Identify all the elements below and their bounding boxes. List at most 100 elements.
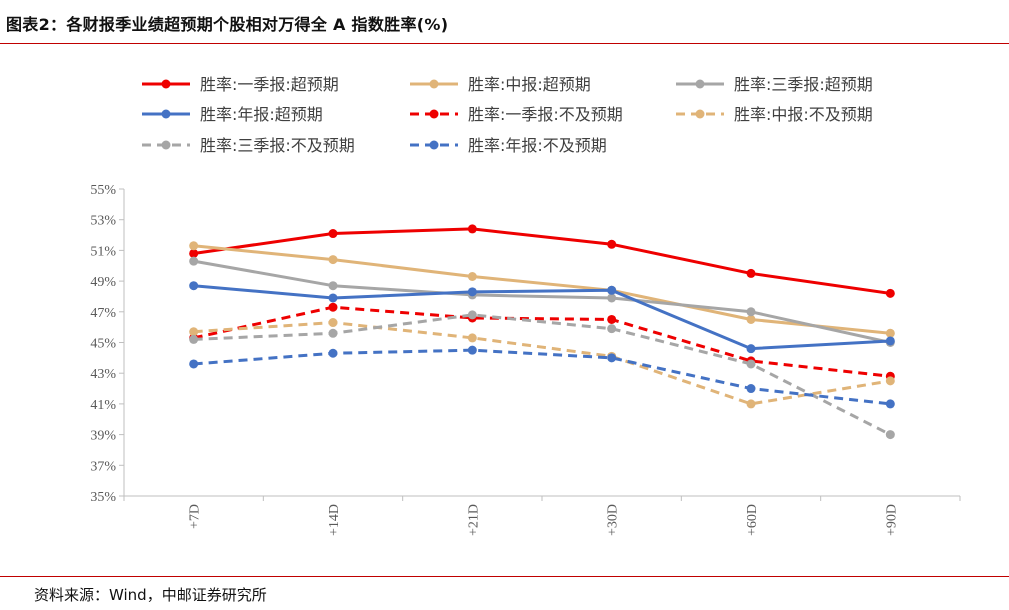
data-point [189, 334, 199, 344]
y-tick-label: 49% [90, 275, 116, 290]
legend-item: 胜率:年报:不及预期 [410, 136, 607, 155]
data-point [189, 359, 199, 369]
series-path [192, 284, 892, 351]
series-line [189, 241, 895, 338]
series-line [189, 256, 895, 347]
data-point [467, 271, 477, 281]
legend-label: 胜率:中报:不及预期 [734, 105, 873, 124]
data-point [885, 399, 895, 409]
data-point [328, 302, 338, 312]
legend-swatch-marker [695, 109, 705, 119]
y-tick-label: 53% [90, 214, 116, 229]
data-point [328, 318, 338, 328]
legend-label: 胜率:一季报:超预期 [200, 75, 339, 94]
data-point [328, 328, 338, 338]
data-point [885, 430, 895, 440]
data-point [607, 285, 617, 295]
legend-swatch-marker [161, 140, 171, 150]
data-point [885, 288, 895, 298]
y-tick-label: 37% [90, 459, 116, 474]
legend-label: 胜率:一季报:不及预期 [468, 105, 623, 124]
legend-label: 胜率:年报:不及预期 [468, 136, 607, 155]
data-point [467, 287, 477, 297]
series-path [193, 313, 892, 436]
series-line [189, 345, 895, 409]
series-path [193, 321, 891, 406]
x-tick-label: +14D [327, 504, 342, 536]
source-note: 资料来源：Wind，中邮证券研究所 [34, 586, 267, 604]
title-divider [0, 43, 1009, 44]
data-point [328, 293, 338, 303]
series-path [192, 259, 892, 344]
data-point [467, 224, 477, 234]
legend-item: 胜率:年报:超预期 [142, 105, 323, 124]
data-point [328, 229, 338, 239]
y-tick-label: 43% [90, 367, 116, 382]
figure-title: 图表2：各财报季业绩超预期个股相对万得全 A 指数胜率(%) [6, 15, 449, 34]
data-point [746, 399, 756, 409]
data-point [189, 241, 199, 251]
series-path [193, 348, 891, 406]
y-tick-label: 55% [90, 183, 116, 198]
legend-item: 胜率:一季报:超预期 [142, 75, 339, 94]
data-point [189, 248, 199, 258]
chart-axes: 35% 37% 39% 41% 43% 45% 47% 49% 51% 53% 55% +7D +14D… [90, 183, 961, 536]
legend-label: 胜率:中报:超预期 [468, 75, 591, 94]
y-tick-label: 39% [90, 429, 116, 444]
legend-label: 胜率:年报:超预期 [200, 105, 323, 124]
data-point [189, 327, 199, 337]
series-line [189, 281, 895, 354]
series-line [189, 318, 895, 409]
series-path [193, 305, 891, 378]
series-line [189, 224, 895, 298]
data-point [607, 239, 617, 249]
legend-item: 胜率:三季报:超预期 [676, 75, 873, 94]
data-point [328, 348, 338, 358]
data-point [746, 384, 756, 394]
data-point [885, 376, 895, 386]
x-tick-label: +60D [745, 504, 760, 536]
data-point [328, 255, 338, 265]
series-line [189, 302, 895, 381]
y-tick-label: 51% [90, 244, 116, 259]
data-point [467, 345, 477, 355]
data-point [467, 333, 477, 343]
series-line [189, 310, 895, 440]
data-point [607, 314, 617, 324]
chart-series [189, 224, 895, 440]
data-point [746, 314, 756, 324]
data-point [607, 293, 617, 303]
data-point [607, 353, 617, 363]
legend-swatch-marker [429, 140, 439, 150]
data-point [746, 307, 756, 317]
legend-item: 胜率:三季报:不及预期 [142, 136, 355, 155]
data-point [467, 310, 477, 320]
series-path [192, 244, 892, 335]
legend-label: 胜率:三季报:不及预期 [200, 136, 355, 155]
y-tick-label: 45% [90, 337, 116, 352]
data-point [189, 256, 199, 266]
legend-item: 胜率:中报:不及预期 [676, 105, 873, 124]
legend-item: 胜率:中报:超预期 [410, 75, 591, 94]
legend-label: 胜率:三季报:超预期 [734, 75, 873, 94]
x-tick-label: +90D [884, 504, 899, 536]
data-point [885, 336, 895, 346]
data-point [746, 344, 756, 354]
legend-swatch-marker [429, 109, 439, 119]
series-path [192, 227, 892, 295]
source-divider [0, 576, 1009, 577]
x-tick-label: +30D [606, 504, 621, 536]
x-tick-label: +21D [466, 504, 481, 536]
legend-swatch-marker [695, 79, 705, 89]
legend-swatch-marker [161, 109, 171, 119]
legend-item: 胜率:一季报:不及预期 [410, 105, 623, 124]
data-point [885, 328, 895, 338]
y-tick-label: 41% [90, 398, 116, 413]
y-tick-label: 35% [90, 490, 116, 505]
data-point [746, 268, 756, 278]
data-point [746, 359, 756, 369]
x-tick-label: +7D [188, 504, 203, 529]
